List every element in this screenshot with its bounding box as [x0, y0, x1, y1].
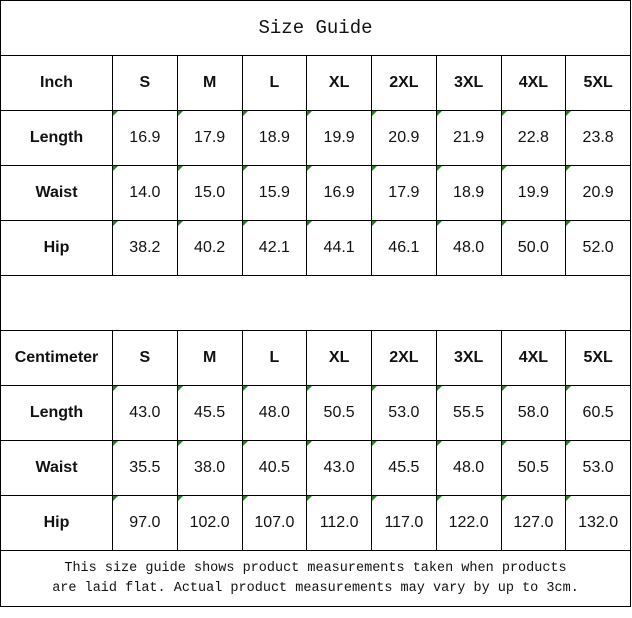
measurement-cell: 48.0 [435, 440, 502, 496]
table-row: Length 43.0 45.5 48.0 50.5 53.0 55.5 58.0 60.5 [0, 385, 631, 441]
measurement-cell: 43.0 [306, 440, 372, 496]
footer-line: This size guide shows product measuremen… [64, 560, 567, 576]
measurement-cell: 102.0 [176, 495, 243, 551]
size-header: XL [306, 55, 372, 111]
table-row: Hip 97.0 102.0 107.0 112.0 117.0 122.0 127.0 132… [0, 495, 631, 551]
unit-header: Inch [0, 55, 113, 111]
measurement-cell: 53.0 [565, 440, 631, 496]
size-header: 2XL [371, 55, 437, 111]
table-row: Waist 35.5 38.0 40.5 43.0 45.5 48.0 50.5 53.0 [0, 440, 631, 496]
table-row: Length 16.9 17.9 18.9 19.9 20.9 21.9 22.8 23.8 [0, 110, 631, 166]
size-header: 4XL [500, 330, 567, 386]
measurement-cell: 45.5 [176, 385, 243, 441]
measurement-cell: 17.9 [371, 165, 437, 221]
footer-row: This size guide shows product measuremen… [0, 550, 631, 607]
footer-line: are laid flat. Actual product measuremen… [52, 580, 579, 596]
title-row: Size Guide [0, 0, 631, 56]
measurement-cell: 22.8 [500, 110, 567, 166]
page-title: Size Guide [0, 0, 631, 56]
size-header: 3XL [435, 55, 502, 111]
measurement-cell: 14.0 [112, 165, 178, 221]
measurement-cell: 40.5 [241, 440, 308, 496]
measurement-cell: 112.0 [306, 495, 372, 551]
measurement-cell: 127.0 [500, 495, 567, 551]
measurement-cell: 20.9 [371, 110, 437, 166]
measurement-cell: 19.9 [500, 165, 567, 221]
footer-note: This size guide shows product measuremen… [0, 550, 631, 607]
measurement-cell: 21.9 [435, 110, 502, 166]
size-header: 5XL [565, 55, 631, 111]
size-header: S [112, 330, 178, 386]
row-label: Waist [0, 440, 113, 496]
size-header: 3XL [435, 330, 502, 386]
measurement-cell: 19.9 [306, 110, 372, 166]
size-header: M [176, 330, 243, 386]
measurement-cell: 48.0 [435, 220, 502, 276]
size-header: 5XL [565, 330, 631, 386]
measurement-cell: 18.9 [241, 110, 308, 166]
measurement-cell: 18.9 [435, 165, 502, 221]
measurement-cell: 50.0 [500, 220, 567, 276]
measurement-cell: 55.5 [435, 385, 502, 441]
measurement-cell: 23.8 [565, 110, 631, 166]
measurement-cell: 60.5 [565, 385, 631, 441]
measurement-cell: 50.5 [306, 385, 372, 441]
row-label: Hip [0, 220, 113, 276]
measurement-cell: 48.0 [241, 385, 308, 441]
measurement-cell: 122.0 [435, 495, 502, 551]
row-label: Hip [0, 495, 113, 551]
row-label: Waist [0, 165, 113, 221]
measurement-cell: 107.0 [241, 495, 308, 551]
size-header: 4XL [500, 55, 567, 111]
measurement-cell: 50.5 [500, 440, 567, 496]
measurement-cell: 53.0 [371, 385, 437, 441]
measurement-cell: 20.9 [565, 165, 631, 221]
blank-cell [0, 275, 631, 331]
measurement-cell: 38.2 [112, 220, 178, 276]
measurement-cell: 15.0 [176, 165, 243, 221]
measurement-cell: 132.0 [565, 495, 631, 551]
measurement-cell: 16.9 [112, 110, 178, 166]
size-header: M [176, 55, 243, 111]
header-row: Centimeter S M L XL 2XL 3XL 4XL 5XL [0, 330, 631, 386]
measurement-cell: 42.1 [241, 220, 308, 276]
table-row: Waist 14.0 15.0 15.9 16.9 17.9 18.9 19.9 20.9 [0, 165, 631, 221]
measurement-cell: 38.0 [176, 440, 243, 496]
measurement-cell: 58.0 [500, 385, 567, 441]
measurement-cell: 44.1 [306, 220, 372, 276]
measurement-cell: 46.1 [371, 220, 437, 276]
measurement-cell: 35.5 [112, 440, 178, 496]
size-header: L [241, 55, 308, 111]
size-header: S [112, 55, 178, 111]
row-label: Length [0, 110, 113, 166]
row-label: Length [0, 385, 113, 441]
size-header: L [241, 330, 308, 386]
table-row: Hip 38.2 40.2 42.1 44.1 46.1 48.0 50.0 52.0 [0, 220, 631, 276]
unit-header: Centimeter [0, 330, 113, 386]
measurement-cell: 16.9 [306, 165, 372, 221]
size-header: 2XL [371, 330, 437, 386]
measurement-cell: 17.9 [176, 110, 243, 166]
measurement-cell: 52.0 [565, 220, 631, 276]
measurement-cell: 45.5 [371, 440, 437, 496]
spacer-row [0, 275, 631, 331]
size-header: XL [306, 330, 372, 386]
measurement-cell: 15.9 [241, 165, 308, 221]
measurement-cell: 117.0 [371, 495, 437, 551]
header-row: Inch S M L XL 2XL 3XL 4XL 5XL [0, 55, 631, 111]
measurement-cell: 43.0 [112, 385, 178, 441]
measurement-cell: 97.0 [112, 495, 178, 551]
measurement-cell: 40.2 [176, 220, 243, 276]
